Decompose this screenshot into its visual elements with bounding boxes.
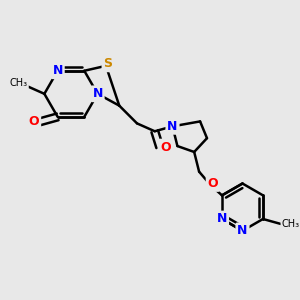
Text: CH₃: CH₃ [281, 219, 300, 229]
Text: O: O [208, 177, 218, 190]
Text: N: N [52, 64, 63, 77]
Text: N: N [92, 87, 103, 100]
Text: O: O [29, 115, 39, 128]
Text: CH₃: CH₃ [10, 78, 28, 88]
Text: N: N [217, 212, 227, 226]
Text: N: N [237, 224, 248, 237]
Text: N: N [167, 120, 178, 133]
Text: O: O [160, 140, 171, 154]
Text: S: S [103, 57, 112, 70]
